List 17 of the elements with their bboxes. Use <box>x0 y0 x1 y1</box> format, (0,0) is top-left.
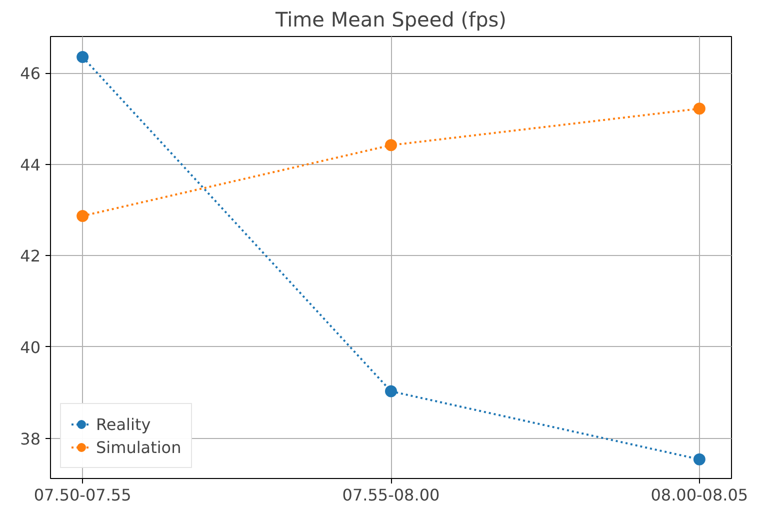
point <box>385 139 397 152</box>
chart-title: Time Mean Speed (fps) <box>274 8 506 32</box>
point <box>693 102 706 115</box>
legend-label: Reality <box>96 414 151 434</box>
x-tick-label: 07.50-07.55 <box>34 486 132 504</box>
x-tick-label: 07.55-08.00 <box>342 486 440 504</box>
y-tick-label: 44 <box>20 155 40 174</box>
y-tick-label: 46 <box>20 64 40 84</box>
point <box>76 210 89 222</box>
point <box>385 385 397 398</box>
point <box>693 453 706 466</box>
point <box>76 51 89 64</box>
y-tick-label: 38 <box>20 429 40 448</box>
y-tick-label: 42 <box>20 246 40 266</box>
y-tick-label: 40 <box>20 338 40 357</box>
legend-label: Simulation <box>96 438 182 456</box>
x-tick-label: 08.00-08.05 <box>650 486 748 504</box>
